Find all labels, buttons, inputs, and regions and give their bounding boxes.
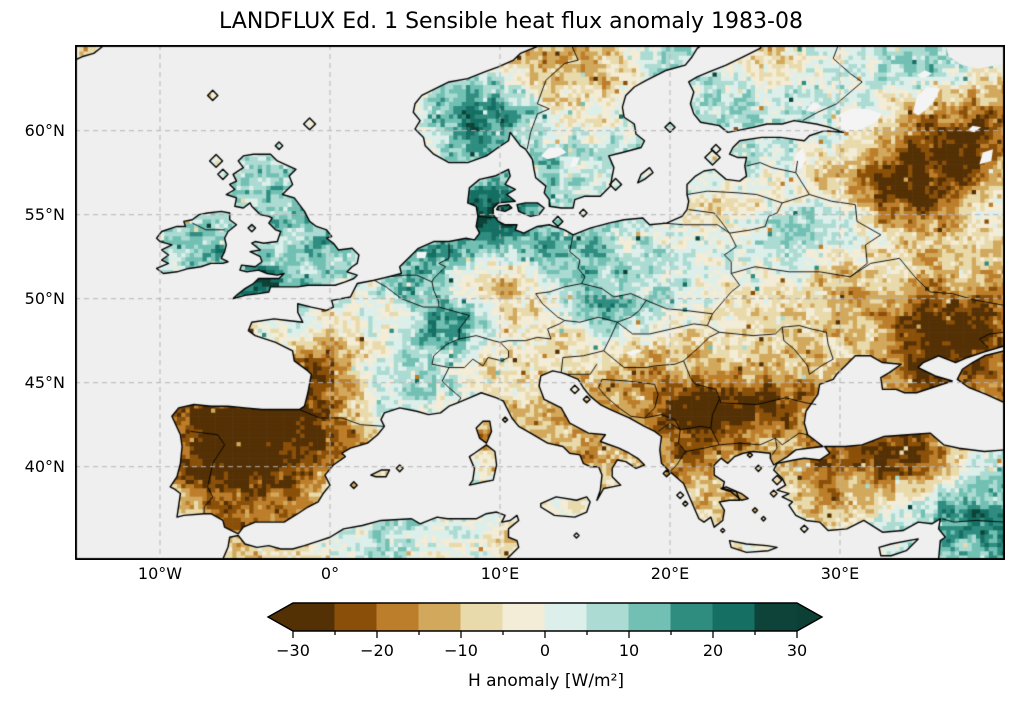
colorbar-segment (418, 603, 462, 631)
x-tick-label: 30°E (820, 564, 860, 583)
x-tick-label: 20°E (650, 564, 690, 583)
colorbar-segment (334, 603, 378, 631)
colorbar-outline (266, 602, 824, 632)
colorbar-tick-label: −10 (444, 641, 478, 660)
x-tick-label: 10°E (480, 564, 520, 583)
colorbar-segment (544, 603, 588, 631)
europe-anomaly-map (75, 45, 1005, 560)
colorbar-segment (628, 603, 672, 631)
colorbar-under-arrow (268, 603, 293, 631)
x-tick-label: 0° (320, 564, 340, 583)
colorbar-label: H anomaly [W/m²] (467, 671, 625, 691)
colorbar-over-arrow (797, 603, 822, 631)
colorbar-segment (712, 603, 756, 631)
colorbar-segment (754, 603, 798, 631)
colorbar-segment (670, 603, 714, 631)
colorbar (266, 602, 824, 638)
y-tick-label: 45°N (24, 372, 65, 392)
colorbar-segment (502, 603, 546, 631)
colorbar-tick-label: 10 (618, 641, 640, 660)
colorbar-segment (292, 603, 336, 631)
colorbar-tick-label: 20 (702, 641, 724, 660)
colorbar-tick-label: 0 (539, 641, 551, 660)
y-tick-label: 55°N (24, 204, 65, 224)
colorbar-tick-label: −30 (276, 641, 310, 660)
y-tick-label: 50°N (24, 288, 65, 308)
colorbar-tick-label: 30 (786, 641, 808, 660)
y-tick-label: 40°N (24, 456, 65, 476)
y-tick-label: 60°N (24, 120, 65, 140)
colorbar-segment (376, 603, 420, 631)
colorbar-tick-label: −20 (360, 641, 394, 660)
colorbar-segment (460, 603, 504, 631)
figure-title: LANDFLUX Ed. 1 Sensible heat flux anomal… (219, 9, 803, 34)
x-tick-label: 10°W (137, 564, 183, 583)
colorbar-segment (586, 603, 630, 631)
